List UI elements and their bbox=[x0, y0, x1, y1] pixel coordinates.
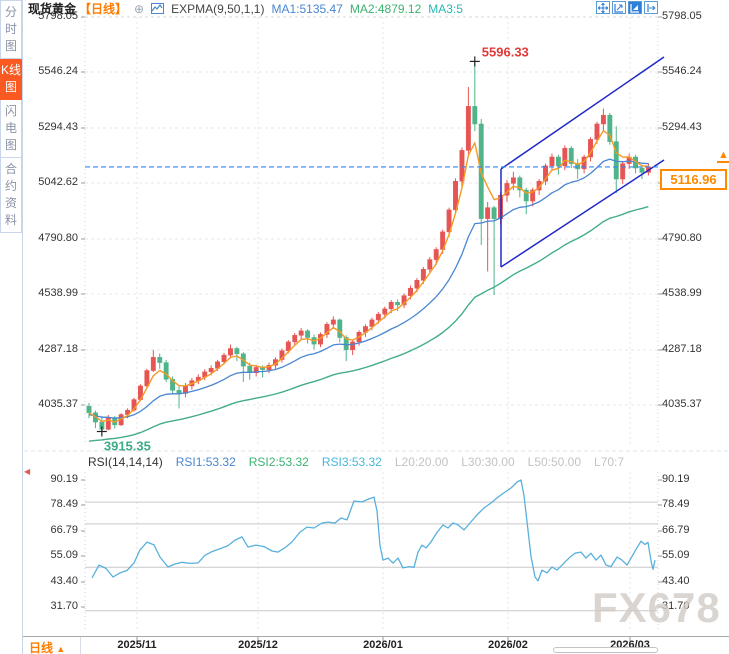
period-selector[interactable]: 日线 ▲ bbox=[29, 641, 66, 654]
rsi-tick-left: 78.49 bbox=[50, 498, 78, 510]
price-tick-right: 5798.05 bbox=[662, 10, 702, 22]
sidebar-tab-contract-info[interactable]: 合约资料 bbox=[0, 158, 22, 233]
price-tick-left: 5798.05 bbox=[38, 10, 78, 22]
price-tick-right: 5546.24 bbox=[662, 65, 702, 77]
price-tick-left: 5042.62 bbox=[38, 176, 78, 188]
rsi3-value: RSI3:53.32 bbox=[321, 455, 382, 469]
rsi1-value: RSI1:53.32 bbox=[175, 455, 236, 469]
rsi-l70: L70:7 bbox=[594, 455, 625, 469]
rsi-tick-right: 66.79 bbox=[662, 524, 690, 536]
add-indicator-icon[interactable]: ⊕ bbox=[134, 1, 145, 16]
indicator-label: EXPMA(9,50,1,1) bbox=[171, 1, 265, 16]
ma3-value: MA3:5 bbox=[428, 1, 463, 16]
price-tick-right: 4790.80 bbox=[662, 232, 702, 244]
rsi-tick-left: 43.40 bbox=[50, 575, 78, 587]
rsi-tick-right: 78.49 bbox=[662, 498, 690, 510]
collapse-pane-icon[interactable]: ◀ bbox=[24, 467, 31, 476]
zoom-tool-icon[interactable] bbox=[628, 1, 642, 14]
price-tick-left: 4035.37 bbox=[38, 398, 78, 410]
axis-divider bbox=[80, 637, 81, 654]
rsi-tick-left: 66.79 bbox=[50, 524, 78, 536]
time-tick: 2026/02 bbox=[488, 639, 528, 651]
rsi-tick-left: 31.70 bbox=[50, 600, 78, 612]
rsi-tick-right: 43.40 bbox=[662, 575, 690, 587]
chart-toolbar bbox=[596, 1, 658, 14]
rsi2-value: RSI2:53.32 bbox=[248, 455, 309, 469]
rsi-l20: L20:20.00 bbox=[394, 455, 449, 469]
time-tick: 2026/01 bbox=[363, 639, 403, 651]
sidebar-tab-lightning[interactable]: 闪电图 bbox=[0, 100, 22, 158]
ma2-value: MA2:4879.12 bbox=[349, 1, 422, 16]
price-tick-left: 4287.18 bbox=[38, 343, 78, 355]
price-tick-right: 4035.37 bbox=[662, 398, 702, 410]
price-tick-left: 5546.24 bbox=[38, 65, 78, 77]
time-tick: 2025/11 bbox=[117, 639, 157, 651]
fit-range-icon[interactable] bbox=[612, 1, 626, 14]
current-price-badge: 5116.96 bbox=[660, 169, 727, 190]
rsi-l50: L50:50.00 bbox=[527, 455, 582, 469]
crosshair-tool-icon[interactable] bbox=[596, 1, 610, 14]
price-tick-left: 5294.43 bbox=[38, 121, 78, 133]
price-tick-left: 4538.99 bbox=[38, 287, 78, 299]
price-tick-left: 4790.80 bbox=[38, 232, 78, 244]
svg-text:5596.33: 5596.33 bbox=[482, 44, 529, 59]
svg-text:3915.35: 3915.35 bbox=[104, 438, 151, 453]
forward-icon[interactable] bbox=[644, 1, 658, 14]
symbol-name: 现货黄金 bbox=[28, 2, 77, 16]
sidebar-tab-kline[interactable]: K线图 bbox=[0, 59, 22, 100]
rsi-header: RSI(14,14,14) RSI1:53.32 RSI2:53.32 RSI3… bbox=[88, 455, 624, 469]
time-axis-line bbox=[23, 636, 729, 637]
price-up-arrow-icon: ▲ bbox=[717, 149, 729, 163]
rsi-tick-right: 90.19 bbox=[662, 473, 690, 485]
sidebar: 分时图 K线图 闪电图 合约资料 bbox=[0, 0, 23, 654]
ma1-value: MA1:5135.47 bbox=[271, 1, 343, 16]
price-tick-right: 4538.99 bbox=[662, 287, 702, 299]
rsi-title: RSI(14,14,14) bbox=[88, 455, 163, 469]
price-tick-right: 5294.43 bbox=[662, 121, 702, 133]
rsi-tick-left: 55.09 bbox=[50, 549, 78, 561]
sidebar-tab-timeshare[interactable]: 分时图 bbox=[0, 0, 22, 59]
horizontal-scrollbar[interactable] bbox=[553, 647, 658, 653]
rsi-tick-right: 31.70 bbox=[662, 600, 690, 612]
indicator-chart-icon bbox=[151, 3, 165, 14]
period-tag: 【日线】 bbox=[79, 2, 128, 16]
rsi-l30: L30:30.00 bbox=[461, 455, 515, 469]
period-up-arrow-icon: ▲ bbox=[56, 644, 66, 654]
time-tick: 2025/12 bbox=[238, 639, 278, 651]
chart-header: 现货黄金 【日线】 ⊕ EXPMA(9,50,1,1) MA1:5135.47 … bbox=[28, 1, 463, 17]
price-tick-right: 4287.18 bbox=[662, 343, 702, 355]
rsi-tick-right: 55.09 bbox=[662, 549, 690, 561]
rsi-tick-left: 90.19 bbox=[50, 473, 78, 485]
